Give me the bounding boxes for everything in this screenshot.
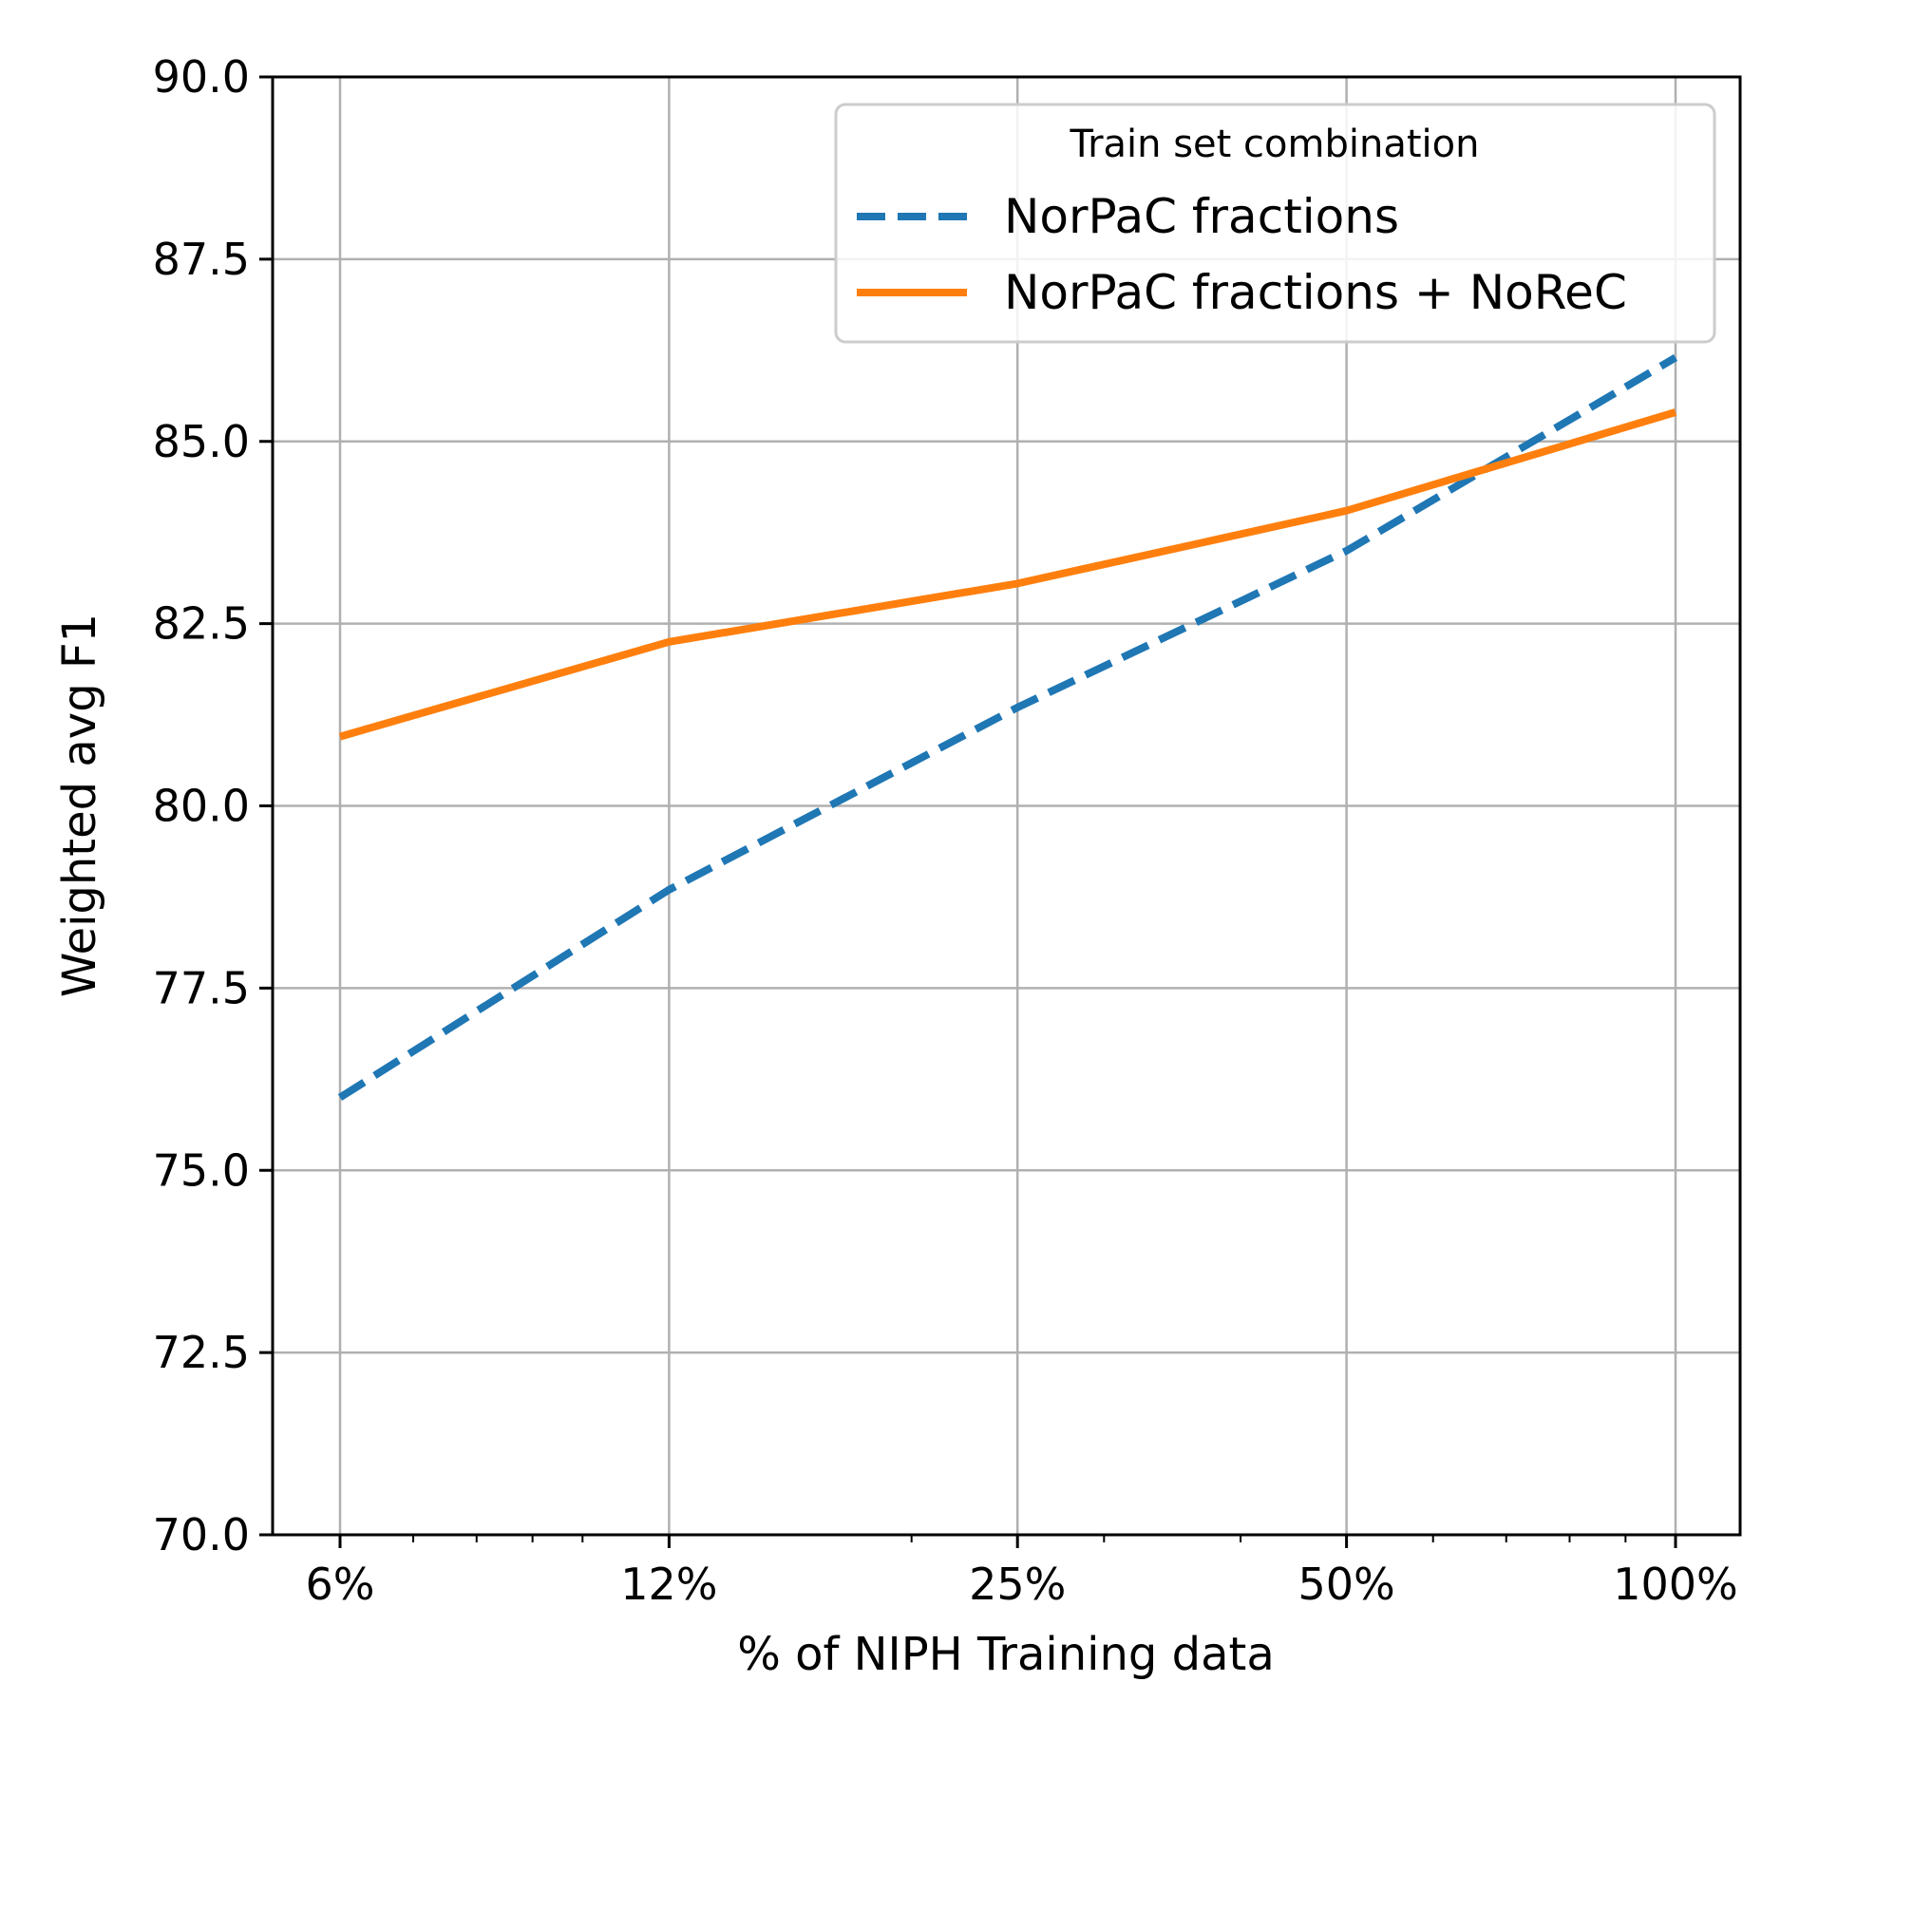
- y-tick-label: 82.5: [153, 598, 250, 650]
- series-line-norpac-fractions: [337, 354, 1678, 1101]
- y-axis: 70.0 72.5 75.0 77.5 80.0 82.5 85.0 87.5 90.0: [153, 51, 273, 1560]
- legend: Train set combination NorPaC fractions N…: [834, 103, 1716, 344]
- y-tick-label: 85.0: [153, 416, 250, 467]
- legend-title: Train set combination: [1070, 123, 1480, 166]
- legend-label-norpac-fractions: NorPaC fractions: [1004, 189, 1399, 244]
- x-tick-label: 100%: [1613, 1559, 1738, 1610]
- y-tick-label: 90.0: [153, 51, 250, 103]
- legend-box: [834, 103, 1716, 344]
- y-tick-label: 87.5: [153, 234, 250, 285]
- x-axis-label: % of NIPH Training data: [737, 1628, 1275, 1681]
- legend-label-norpac-fractions-norec: NorPaC fractions + NoReC: [1004, 265, 1627, 320]
- x-axis: 6% 12% 25% 50% 100%: [306, 1535, 1738, 1610]
- x-tick-label: 6%: [306, 1559, 375, 1610]
- x-tick-label: 12%: [620, 1559, 717, 1610]
- y-tick-label: 80.0: [153, 781, 250, 832]
- x-tick-label: 25%: [969, 1559, 1066, 1610]
- series-layer: [337, 354, 1678, 1101]
- series-line-norpac-fractions-norec: [338, 408, 1677, 741]
- y-tick-label: 77.5: [153, 962, 250, 1013]
- y-axis-label: Weighted avg F1: [53, 614, 106, 997]
- y-tick-label: 75.0: [153, 1144, 250, 1196]
- x-tick-label: 50%: [1297, 1559, 1394, 1610]
- y-tick-label: 70.0: [153, 1509, 250, 1560]
- y-tick-label: 72.5: [153, 1327, 250, 1378]
